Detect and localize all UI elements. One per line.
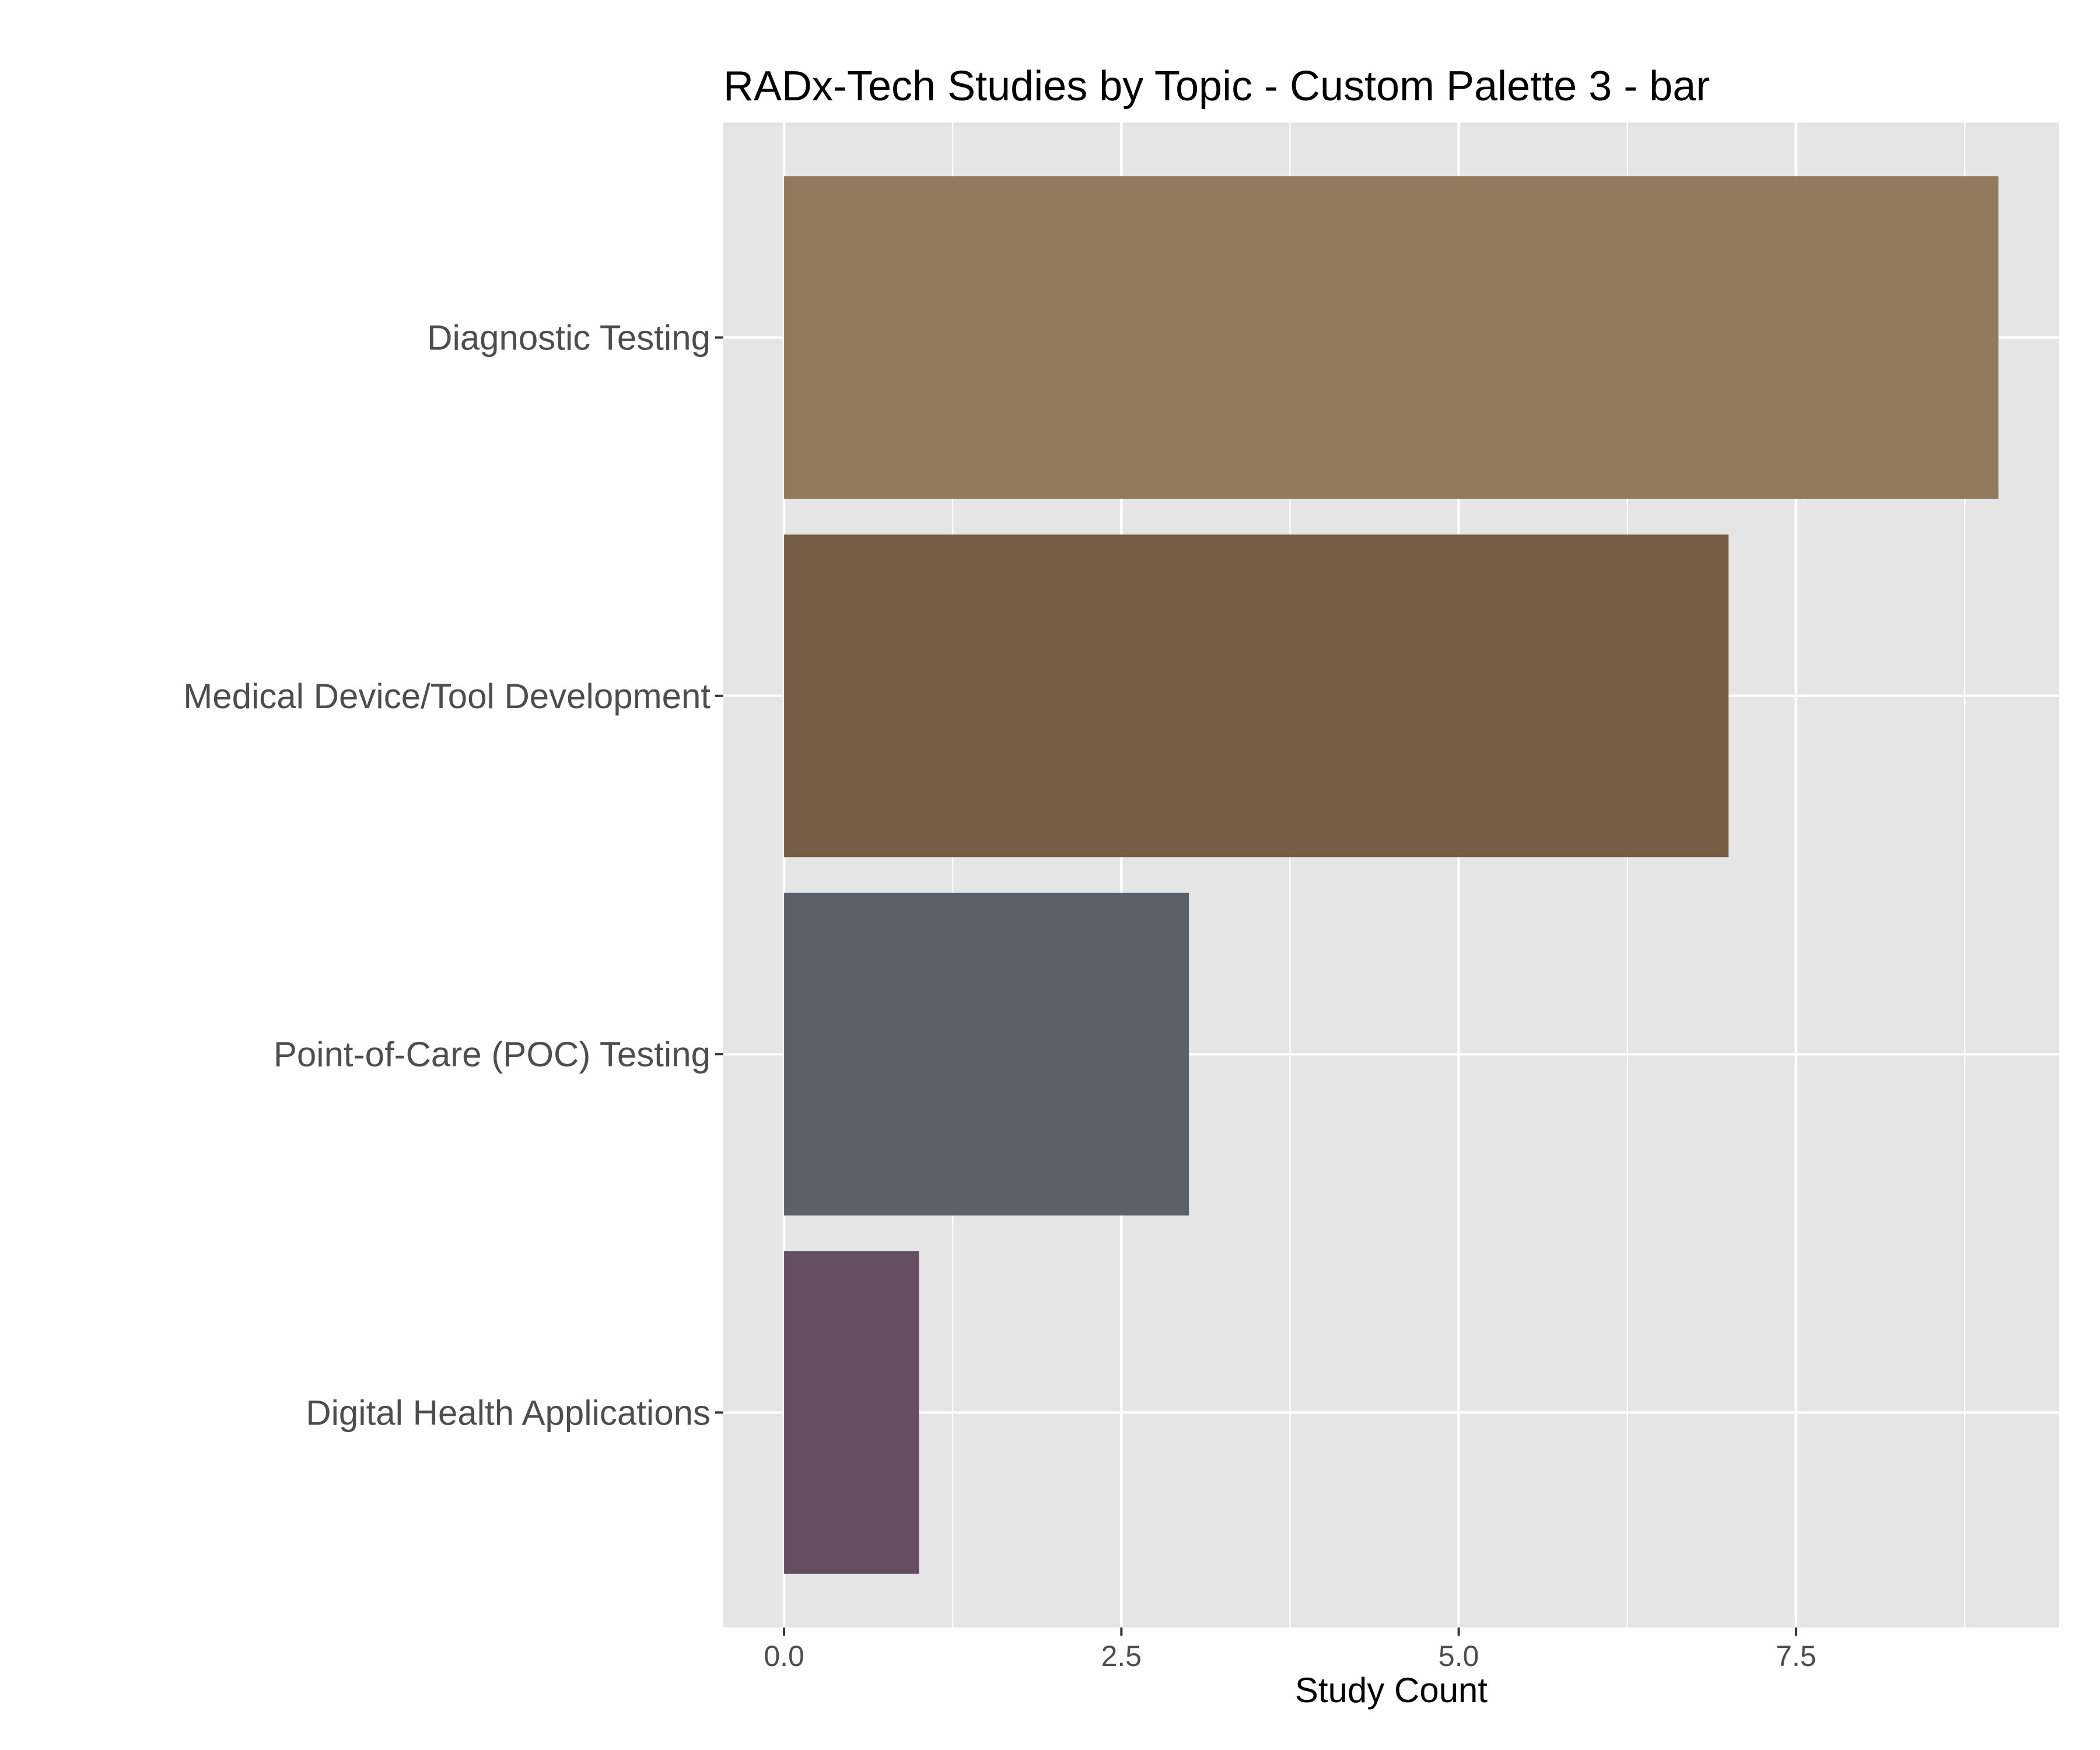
bar [784, 534, 1729, 858]
x-tick-label: 7.5 [1776, 1640, 1817, 1672]
bar [784, 176, 1999, 499]
x-axis: 0.0 2.5 5.0 7.5 [764, 1628, 1817, 1672]
y-tick-label: Digital Health Applications [306, 1393, 710, 1432]
x-tick-label: 5.0 [1438, 1640, 1479, 1672]
bars [784, 176, 1999, 1574]
y-tick-label: Point-of-Care (POC) Testing [274, 1035, 710, 1074]
y-tick-label: Medical Device/Tool Development [183, 677, 710, 716]
y-tick-label: Diagnostic Testing [427, 318, 710, 358]
x-axis-title: Study Count [1295, 1671, 1488, 1710]
y-axis: Diagnostic Testing Medical Device/Tool De… [183, 318, 723, 1432]
x-tick-label: 0.0 [764, 1640, 804, 1672]
x-tick-label: 2.5 [1101, 1640, 1142, 1672]
bar [784, 1251, 919, 1574]
chart-title: RADx-Tech Studies by Topic - Custom Pale… [723, 63, 1710, 110]
bar [784, 892, 1189, 1216]
